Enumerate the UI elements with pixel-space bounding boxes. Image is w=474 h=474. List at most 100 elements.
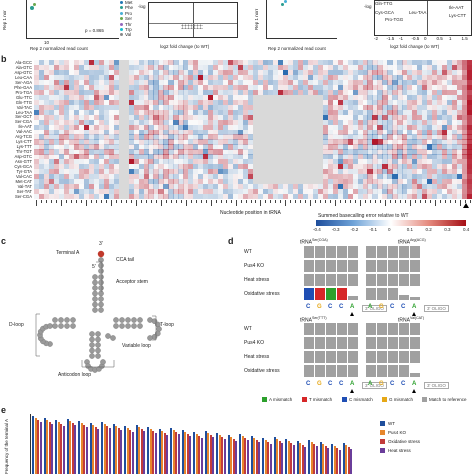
heatmap-cell: [48, 129, 55, 135]
heatmap-cell: [272, 114, 279, 120]
heatmap-cell: [412, 134, 418, 140]
heatmap-cell: [43, 169, 50, 175]
heatmap-cell: [38, 79, 45, 86]
nucleotide: [92, 307, 98, 313]
heatmap-cell: [68, 184, 74, 190]
heatmap-cell: [103, 139, 109, 145]
heatmap-cell: [282, 64, 289, 71]
heatmap-cell: [337, 144, 343, 150]
heatmap-cell: [267, 189, 274, 195]
heatmap-cell: [243, 149, 249, 155]
heatmap-cell: [352, 84, 358, 90]
d-legend-item: C mismatch: [342, 397, 373, 403]
nucleotide: [95, 342, 101, 348]
heatmap-cell: [372, 84, 378, 90]
heatmap-cell: [223, 124, 229, 130]
heatmap-cell: [193, 149, 199, 155]
terminal-arrow-icon: [412, 312, 416, 316]
heatmap-cell: [63, 179, 70, 185]
heatmap-cell: [73, 154, 79, 160]
heatmap-cell: [163, 64, 169, 71]
label-d-loop: D-loop: [9, 322, 24, 328]
heatmap-cell: [118, 79, 124, 86]
heatmap-cell: [447, 159, 453, 165]
heatmap-cell: [208, 129, 214, 135]
heatmap-cell: [73, 179, 79, 185]
heatmap-cell: [432, 60, 438, 66]
heatmap-cell: [148, 179, 154, 185]
condition-label: Oxidative stress: [244, 291, 280, 297]
heatmap-cell: [327, 74, 333, 81]
heatmap-cell: [108, 104, 114, 110]
heatmap-cell: [337, 149, 343, 155]
heatmap-cell: [337, 60, 343, 66]
heatmap-cell: [272, 179, 279, 185]
heatmap-cell: [228, 89, 234, 95]
heatmap-cell: [327, 69, 333, 76]
heatmap-cell: [467, 179, 473, 185]
heatmap-cell: [238, 79, 244, 86]
heatmap-cell: [422, 149, 428, 155]
heatmap-cell: [277, 84, 284, 90]
e-legend-swatch: [380, 421, 385, 427]
heatmap-cell: [427, 154, 433, 160]
heatmap-cell: [437, 69, 443, 76]
heatmap-cell: [178, 109, 184, 115]
heatmap-cell: [347, 194, 353, 200]
heatmap-cell: [48, 179, 55, 185]
heatmap-cell: [118, 84, 124, 90]
heatmap-cell: [158, 179, 164, 185]
heatmap-cell: [34, 114, 40, 120]
e-bar: [287, 441, 290, 474]
heatmap-cell: [123, 189, 129, 195]
heatmap-cell: [387, 124, 393, 130]
heatmap-cell: [352, 179, 358, 185]
heatmap-cell: [467, 124, 473, 130]
heatmap-cell: [48, 109, 55, 115]
heatmap-cell: [193, 79, 199, 86]
heatmap-cell: [317, 194, 323, 200]
colorbar-tick: 0: [388, 227, 391, 232]
heatmap-cell: [143, 164, 149, 170]
heatmap-cell: [317, 124, 323, 130]
heatmap-cell: [53, 60, 60, 66]
heatmap-cell: [317, 164, 323, 170]
heatmap-cell: [297, 99, 303, 105]
heatmap-cell: [402, 109, 408, 115]
heatmap-cell: [98, 74, 104, 81]
heatmap-cell: [397, 194, 403, 200]
heatmap-cell: [467, 119, 473, 125]
heatmap-cell: [437, 159, 443, 165]
heatmap-cell: [113, 154, 119, 160]
heatmap-cell: [213, 79, 219, 86]
heatmap-row-label: Gln-TTG: [15, 99, 32, 105]
pileup-cell: [315, 351, 325, 363]
heatmap-cell: [163, 60, 169, 66]
heatmap-cell: [297, 94, 303, 100]
heatmap-cell: [297, 109, 303, 115]
heatmap-cell: [43, 109, 50, 115]
heatmap-cell: [417, 159, 423, 165]
heatmap-cell: [243, 144, 249, 150]
heatmap-cell: [83, 194, 89, 200]
heatmap-cell: [218, 74, 224, 81]
heatmap-cell: [38, 179, 45, 185]
heatmap-cell: [442, 169, 448, 175]
heatmap-cell: [427, 114, 433, 120]
heatmap-cell: [297, 84, 303, 90]
heatmap-cell: [223, 189, 229, 195]
heatmap-cell: [63, 74, 70, 81]
heatmap-cell: [452, 179, 458, 185]
heatmap-cell: [228, 169, 234, 175]
heatmap-cell: [53, 159, 60, 165]
heatmap-row-labels: Ala-GCC Ala-GTC Asp-GTC Leu-CAA Ser-AGA Phe-G…: [4, 60, 32, 199]
heatmap-cell: [143, 129, 149, 135]
heatmap-cell: [422, 84, 428, 90]
e-bar: [78, 421, 81, 474]
heatmap-cell: [238, 84, 244, 90]
heatmap-cell: [367, 179, 373, 185]
heatmap-cell: [302, 144, 308, 150]
colorbar-tick: -0.1: [369, 227, 378, 232]
heatmap-cell: [382, 149, 388, 155]
heatmap-cell: [103, 124, 109, 130]
